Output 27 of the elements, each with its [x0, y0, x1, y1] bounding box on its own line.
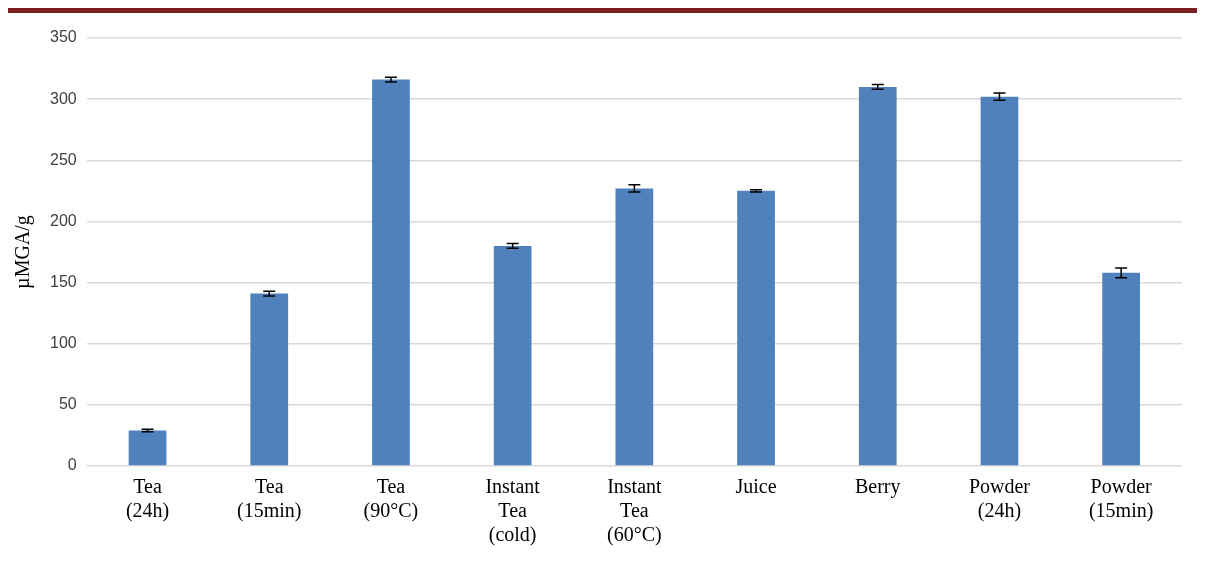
bar [980, 96, 1019, 466]
y-tick-label: 200 [49, 211, 77, 229]
bar [615, 188, 654, 466]
x-tick-label: Tea (24h) [125, 475, 170, 523]
y-tick-label: 250 [49, 150, 77, 168]
y-tick-label: 0 [67, 456, 77, 474]
y-tick-label: 150 [49, 272, 77, 290]
x-tick-label: Powder (24h) [968, 475, 1031, 523]
bar [250, 293, 289, 466]
y-tick-label: 300 [49, 89, 77, 107]
y-axis-title: µMGA/g [11, 215, 35, 289]
x-tick-label: Powder (15min) [1088, 475, 1154, 523]
bar [858, 86, 897, 466]
x-tick-label: Tea (15min) [237, 475, 302, 523]
x-tick-label: Instant Tea (cold) [485, 475, 541, 547]
bar [128, 430, 167, 466]
x-tick-label: Instant Tea (60°C) [607, 475, 663, 547]
x-tick-label: Berry [854, 475, 901, 499]
x-tick-label: Juice [735, 475, 777, 498]
y-tick-label: 50 [58, 395, 77, 413]
bar [1102, 272, 1141, 466]
y-tick-label: 350 [49, 28, 77, 46]
x-tick-label: Tea (90°C) [363, 475, 419, 523]
y-tick-label: 100 [49, 334, 77, 352]
bar [493, 245, 532, 466]
bar [372, 79, 410, 466]
bar [737, 190, 775, 466]
